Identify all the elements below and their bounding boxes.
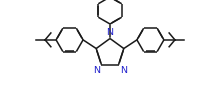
Text: N: N — [93, 66, 100, 75]
Text: N: N — [120, 66, 127, 75]
Text: N: N — [106, 28, 114, 37]
